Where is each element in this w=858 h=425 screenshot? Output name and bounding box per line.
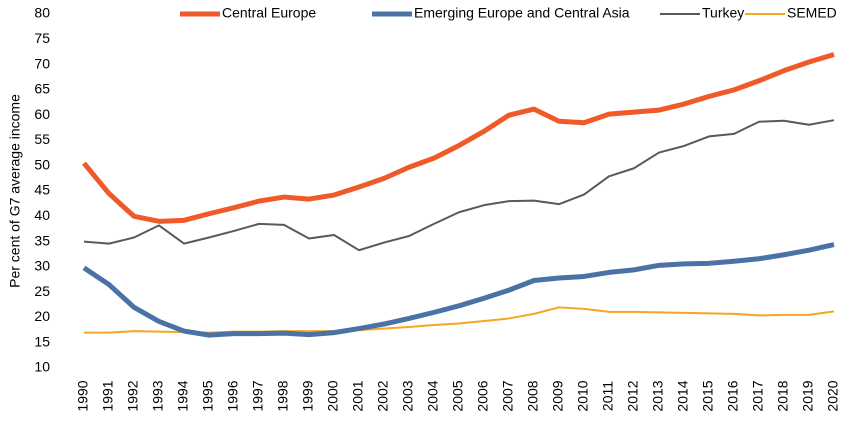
x-tick-label: 1996 <box>225 380 241 411</box>
x-tick-label: 2005 <box>450 380 466 411</box>
x-tick-label: 1990 <box>75 380 91 411</box>
x-tick-label: 1999 <box>300 380 316 411</box>
x-tick-label: 1994 <box>175 380 191 411</box>
x-tick-label: 2020 <box>825 380 841 411</box>
line-series <box>82 52 835 224</box>
x-tick-label: 2000 <box>325 380 341 411</box>
y-tick-label: 20 <box>34 308 50 324</box>
x-tick-label: 1991 <box>100 380 116 411</box>
x-tick-label: 2018 <box>775 380 791 411</box>
x-tick-label: 2002 <box>375 380 391 411</box>
x-tick-label: 2006 <box>475 380 491 411</box>
y-tick-label: 45 <box>34 182 50 198</box>
line-series <box>82 242 835 338</box>
y-tick-label: 65 <box>34 81 50 97</box>
x-tick-label: 1993 <box>150 380 166 411</box>
legend-label: Central Europe <box>222 5 316 21</box>
x-tick-label: 1998 <box>275 380 291 411</box>
y-tick-label: 15 <box>34 333 50 349</box>
y-tick-label: 25 <box>34 283 50 299</box>
y-tick-label: 30 <box>34 258 50 274</box>
x-tick-label: 2017 <box>750 380 766 411</box>
x-tick-label: 2013 <box>650 380 666 411</box>
y-tick-label: 10 <box>34 359 50 375</box>
y-tick-label: 75 <box>34 30 50 46</box>
x-tick-label: 2004 <box>425 380 441 411</box>
y-tick-label: 60 <box>34 106 50 122</box>
x-tick-label: 2011 <box>600 381 616 411</box>
y-tick-label: 35 <box>34 232 50 248</box>
legend-label: SEMED <box>787 5 837 21</box>
line-series <box>84 306 835 334</box>
x-tick-label: 2010 <box>575 380 591 411</box>
y-axis-label: Per cent of G7 average income <box>7 94 23 288</box>
y-tick-label: 40 <box>34 207 50 223</box>
x-tick-label: 2014 <box>675 380 691 411</box>
y-tick-label: 80 <box>34 5 50 21</box>
x-tick-label: 2001 <box>350 380 366 411</box>
x-tick-label: 1997 <box>250 380 266 411</box>
x-tick-label: 2016 <box>725 380 741 411</box>
x-tick-label: 2009 <box>550 380 566 411</box>
x-tick-label: 2007 <box>500 380 516 411</box>
y-tick-label: 70 <box>34 55 50 71</box>
x-tick-label: 2003 <box>400 380 416 411</box>
x-tick-label: 1995 <box>200 380 216 411</box>
legend-label: Emerging Europe and Central Asia <box>414 5 630 21</box>
x-tick-label: 2019 <box>800 380 816 411</box>
x-tick-label: 2008 <box>525 380 541 411</box>
line-series <box>83 119 835 252</box>
y-tick-label: 55 <box>34 131 50 147</box>
x-tick-label: 2015 <box>700 380 716 411</box>
x-tick-label: 2012 <box>625 380 641 411</box>
legend-label: Turkey <box>702 5 744 21</box>
y-tick-label: 50 <box>34 156 50 172</box>
x-tick-label: 1992 <box>125 380 141 411</box>
